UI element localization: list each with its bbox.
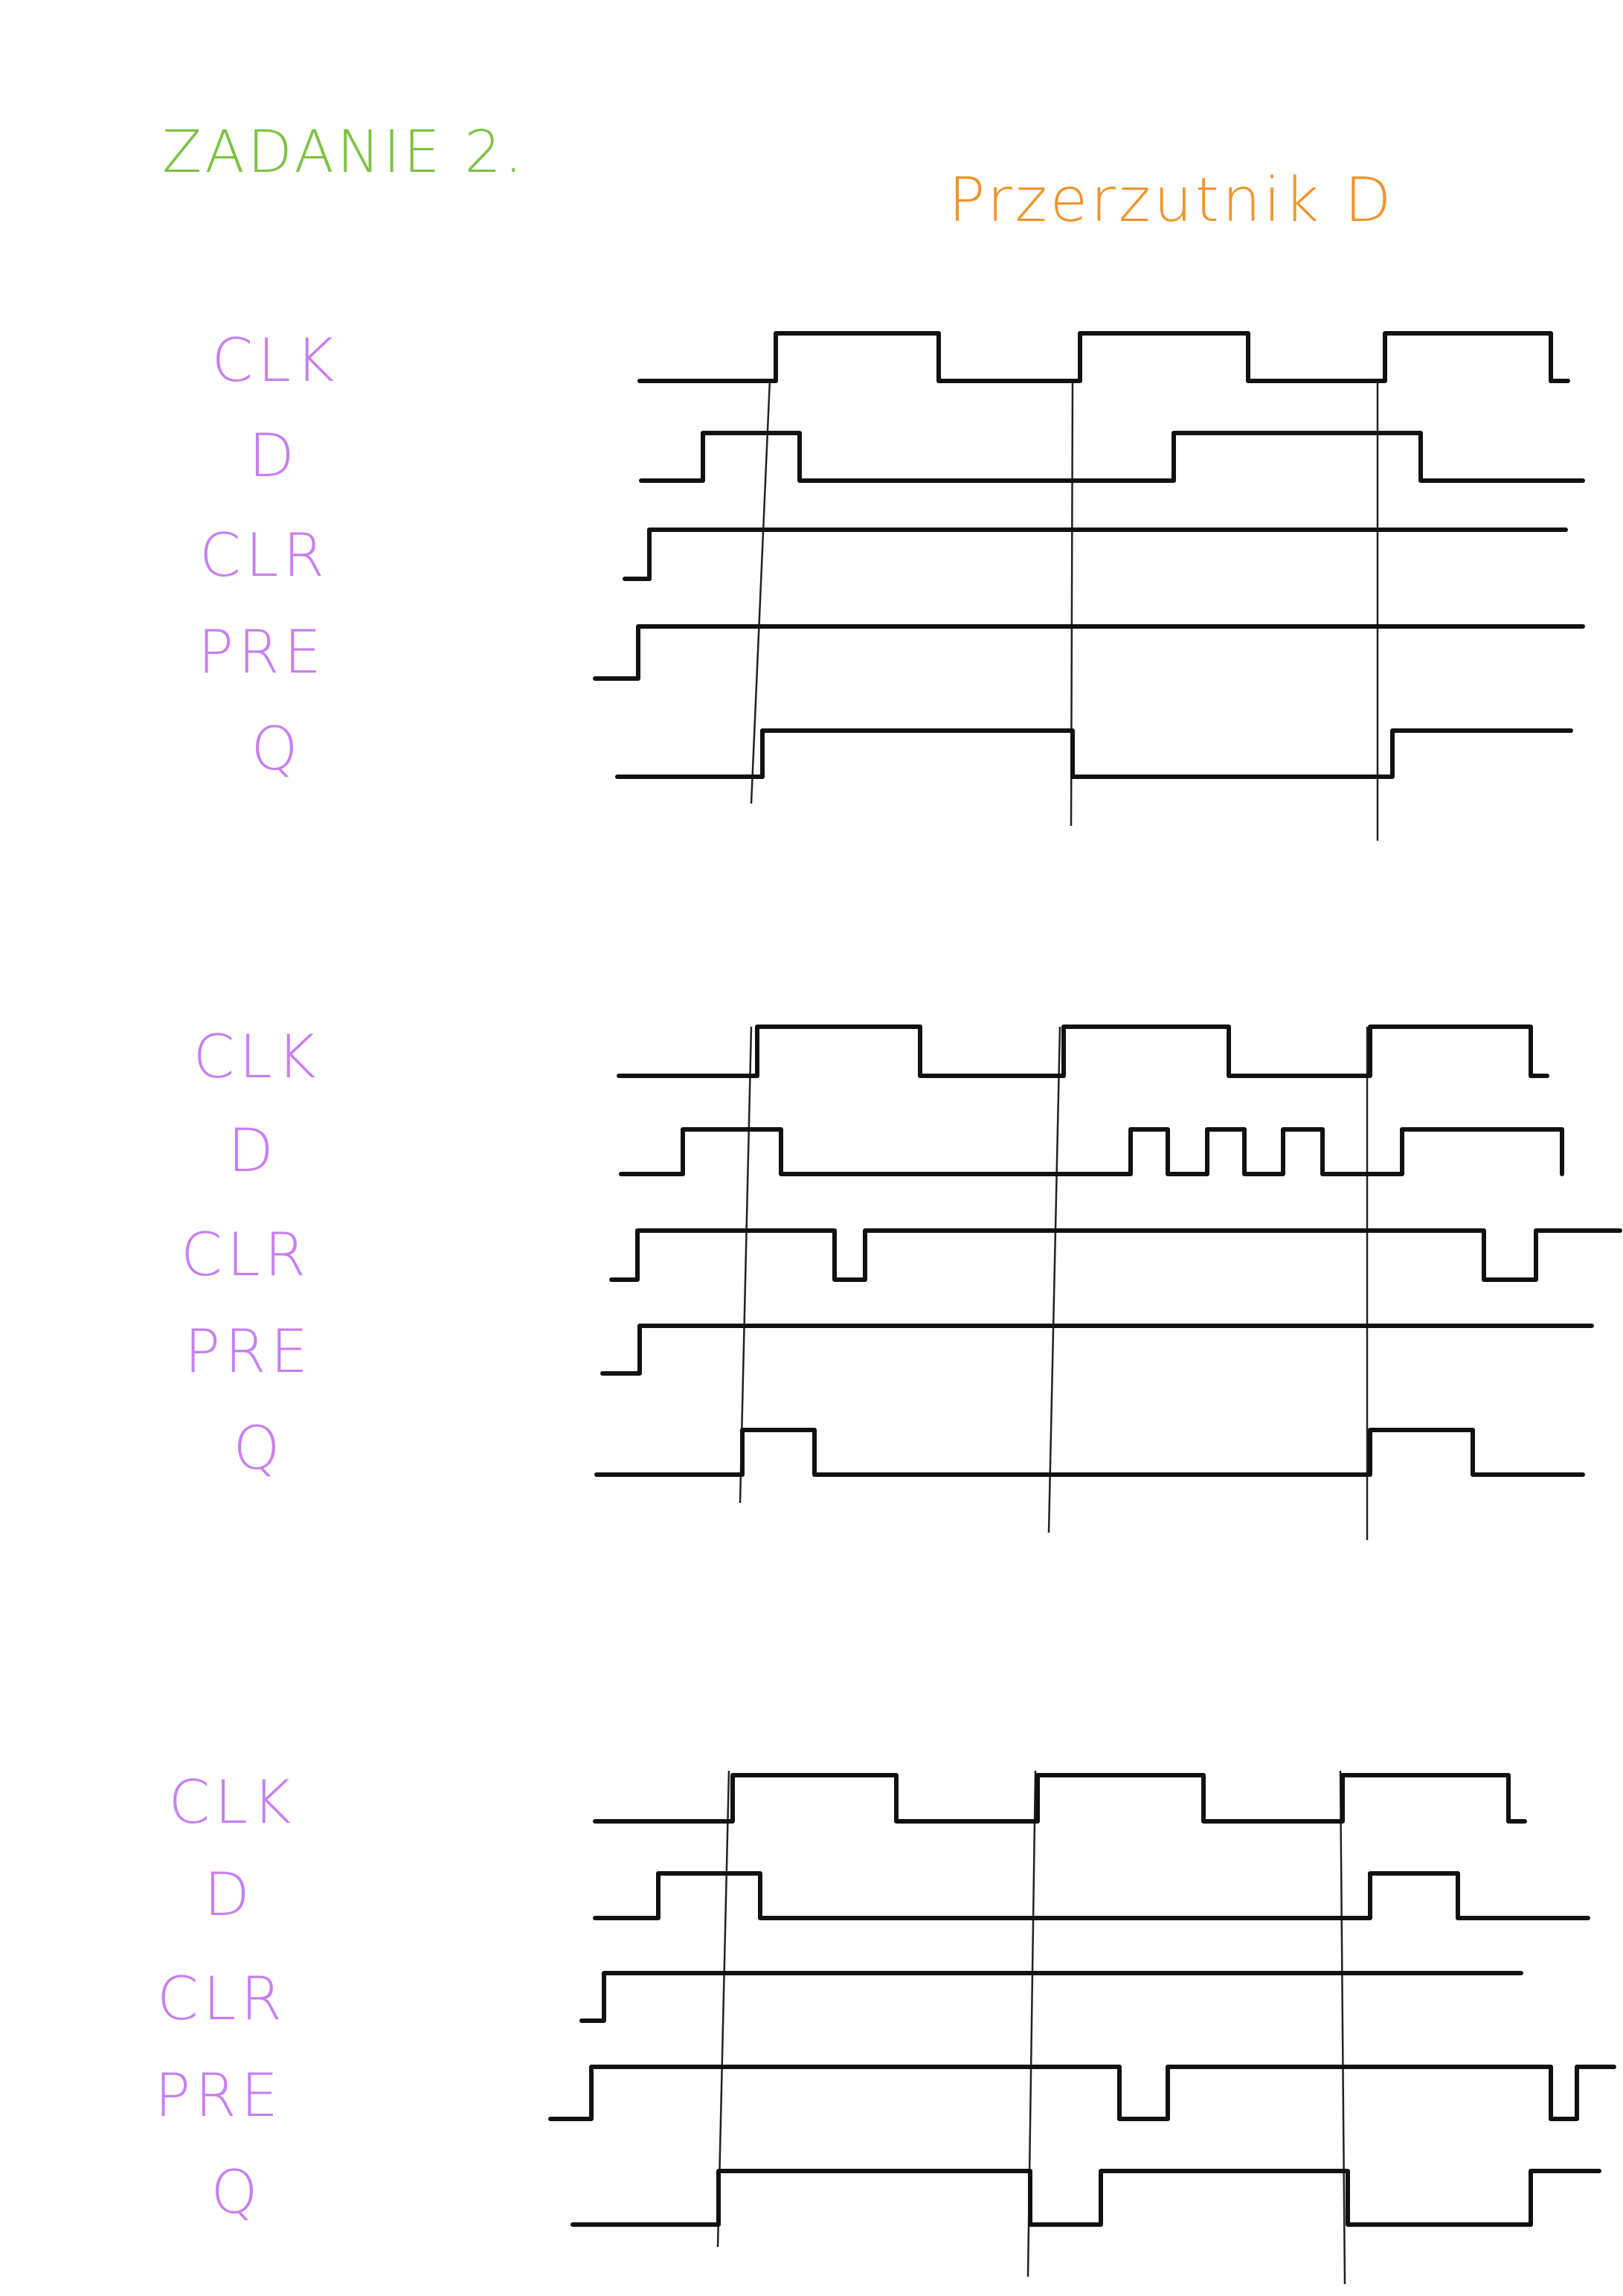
panel-3-clk-label: CLK xyxy=(168,1768,296,1837)
panel-1-q-waveform xyxy=(615,728,1573,779)
panel-3-edge-marker-1 xyxy=(716,1770,730,2248)
task-title: ZADANIE 2. xyxy=(162,119,526,186)
panel-3-d-waveform xyxy=(593,1871,1590,1920)
panel-1-clr-label: CLR xyxy=(199,521,330,590)
panel-1-clk-waveform xyxy=(637,331,1570,383)
panel-2-clk-label: CLK xyxy=(193,1022,321,1091)
panel-1-waveforms xyxy=(593,331,1585,841)
diagram-title: Przerzutnik D xyxy=(948,165,1395,236)
panel-3-waveforms xyxy=(548,1770,1616,2285)
panel-3-q-waveform xyxy=(571,2169,1601,2227)
panel-2-q-label: Q xyxy=(233,1414,285,1483)
panel-2-edge-marker-1 xyxy=(739,1026,753,1504)
panel-2-pre-waveform xyxy=(600,1324,1594,1376)
panel-2-clr-waveform xyxy=(609,1228,1622,1282)
panel-2-clk-waveform xyxy=(617,1024,1549,1078)
panel-3-clk-waveform xyxy=(593,1773,1527,1824)
panel-1-clr-waveform xyxy=(623,527,1568,581)
panel-3-clr-label: CLR xyxy=(156,1964,287,2033)
panel-3-clr-waveform xyxy=(579,1971,1523,2023)
panel-3-pre-waveform xyxy=(548,2065,1616,2121)
panel-2-pre-label: PRE xyxy=(184,1317,313,1386)
panel-2-edge-marker-2 xyxy=(1047,1026,1061,1533)
panel-3-d-label: D xyxy=(204,1860,254,1929)
panel-1-q-label: Q xyxy=(251,714,303,783)
panel-2-d-waveform xyxy=(619,1127,1564,1176)
panel-2-d-label: D xyxy=(228,1116,278,1185)
panel-3-q-label: Q xyxy=(210,2158,263,2227)
panel-1-d-waveform xyxy=(639,431,1585,483)
panel-2-q-waveform xyxy=(594,1428,1585,1477)
panel-1-pre-waveform xyxy=(593,624,1585,681)
panel-1-pre-label: PRE xyxy=(197,618,327,687)
panel-2-waveforms xyxy=(594,1024,1622,1540)
panel-1-edge-marker-1 xyxy=(750,379,771,804)
panel-3-edge-marker-3 xyxy=(1339,1770,1346,2285)
panel-3-pre-label: PRE xyxy=(154,2061,283,2130)
panel-1-d-label: D xyxy=(248,421,299,490)
panel-1-clk-label: CLK xyxy=(211,326,339,395)
panel-2-clr-label: CLR xyxy=(180,1220,311,1289)
